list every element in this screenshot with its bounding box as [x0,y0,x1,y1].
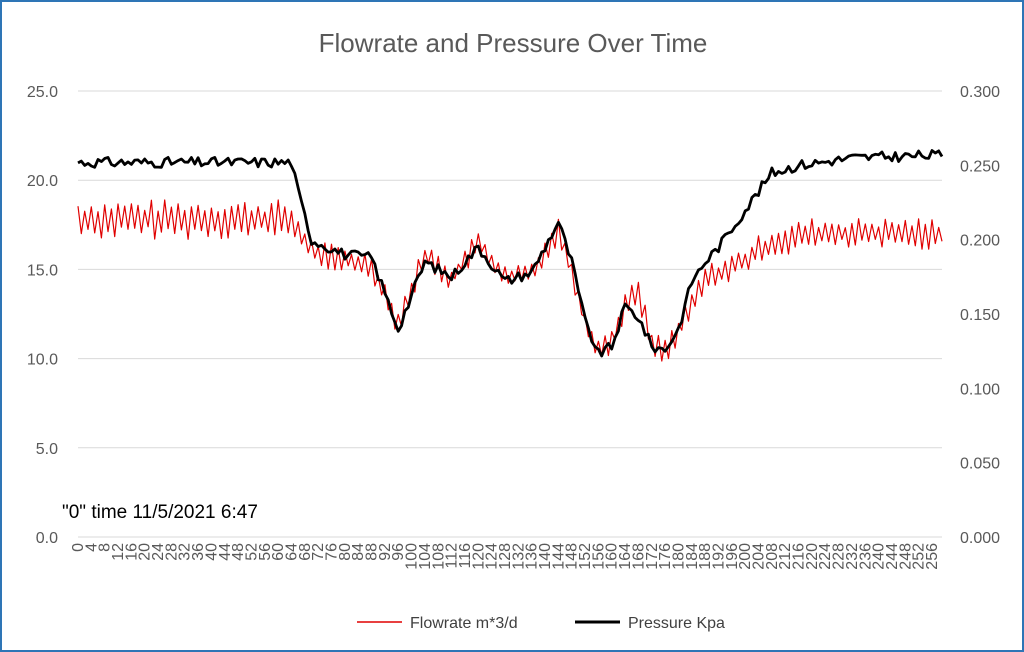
left-tick-label: 25.0 [27,84,58,101]
x-tick-label: 228 [831,543,848,570]
x-tick-label: 252 [911,543,928,570]
x-tick-label: 208 [764,543,781,570]
x-tick-label: 28 [163,543,180,561]
x-tick-label: 64 [283,543,300,561]
time-origin-annotation: "0" time 11/5/2021 6:47 [62,502,258,523]
x-tick-label: 8 [97,543,114,552]
series-line-pressure [77,149,944,358]
x-tick-label: 20 [137,543,154,561]
x-tick-label: 76 [324,543,341,561]
right-tick-label: 0.050 [960,456,1000,473]
x-tick-label: 220 [804,543,821,570]
x-tick-label: 92 [377,543,394,561]
x-tick-label: 184 [684,543,701,570]
x-tick-label: 256 [924,543,941,570]
x-tick-label: 216 [791,543,808,570]
x-tick-label: 204 [751,543,768,570]
x-tick-label: 96 [390,543,407,561]
x-tick-label: 40 [203,543,220,561]
x-tick-label: 180 [670,543,687,570]
x-tick-label: 212 [777,543,794,570]
x-tick-label: 12 [110,543,127,561]
x-tick-label: 196 [724,543,741,570]
legend: Flowrate m*3/d Pressure Kpa [357,615,725,632]
right-tick-label: 0.150 [960,307,1000,324]
x-tick-label: 156 [590,543,607,570]
x-tick-label: 172 [644,543,661,570]
chart-title: Flowrate and Pressure Over Time [319,28,708,58]
series-lines [77,149,944,362]
x-tick-label: 52 [243,543,260,561]
x-tick-label: 44 [217,543,234,561]
x-tick-label: 120 [470,543,487,570]
x-tick-label: 32 [177,543,194,561]
x-tick-label: 4 [83,543,100,552]
left-axis-ticks: 0.0 5.0 10.0 15.0 20.0 25.0 [27,84,58,547]
x-tick-label: 124 [484,543,501,570]
x-tick-label: 224 [817,543,834,570]
x-tick-label: 104 [417,543,434,570]
x-tick-label: 244 [884,543,901,570]
x-tick-label: 152 [577,543,594,570]
right-axis-ticks: 0.000 0.050 0.100 0.150 0.200 0.250 0.300 [960,84,1000,547]
x-tick-label: 164 [617,543,634,570]
x-tick-label: 60 [270,543,287,561]
right-tick-label: 0.100 [960,381,1000,398]
x-tick-label: 36 [190,543,207,561]
x-tick-label: 16 [123,543,140,561]
x-tick-label: 240 [871,543,888,570]
left-tick-label: 0.0 [36,530,58,547]
x-tick-label: 128 [497,543,514,570]
x-tick-label: 148 [564,543,581,570]
x-tick-label: 72 [310,543,327,561]
x-tick-label: 200 [737,543,754,570]
x-tick-label: 236 [857,543,874,570]
x-tick-label: 108 [430,543,447,570]
left-tick-label: 10.0 [27,352,58,369]
x-tick-label: 68 [297,543,314,561]
x-tick-label: 0 [70,543,87,552]
x-tick-label: 136 [524,543,541,570]
x-tick-label: 176 [657,543,674,570]
legend-label-pressure: Pressure Kpa [628,615,725,632]
x-tick-label: 132 [510,543,527,570]
x-axis-ticks: 0481216202428323640444852566064687276808… [70,543,941,570]
x-tick-label: 100 [404,543,421,570]
left-tick-label: 5.0 [36,441,58,458]
right-tick-label: 0.200 [960,233,1000,250]
x-tick-label: 160 [604,543,621,570]
left-tick-label: 20.0 [27,173,58,190]
x-tick-label: 112 [444,543,461,569]
legend-label-flowrate: Flowrate m*3/d [410,615,518,632]
x-tick-label: 116 [457,543,474,569]
x-tick-label: 24 [150,543,167,561]
x-tick-label: 84 [350,543,367,561]
right-tick-label: 0.300 [960,84,1000,101]
x-tick-label: 140 [537,543,554,570]
right-tick-label: 0.000 [960,530,1000,547]
x-tick-label: 88 [364,543,381,561]
x-tick-label: 192 [710,543,727,570]
x-tick-label: 48 [230,543,247,561]
right-tick-label: 0.250 [960,158,1000,175]
left-tick-label: 15.0 [27,262,58,279]
x-tick-label: 80 [337,543,354,561]
x-tick-label: 188 [697,543,714,570]
x-tick-label: 248 [897,543,914,570]
x-tick-label: 168 [630,543,647,570]
x-tick-label: 56 [257,543,274,561]
x-tick-label: 144 [550,543,567,570]
x-tick-label: 232 [844,543,861,570]
gridlines [78,90,942,538]
